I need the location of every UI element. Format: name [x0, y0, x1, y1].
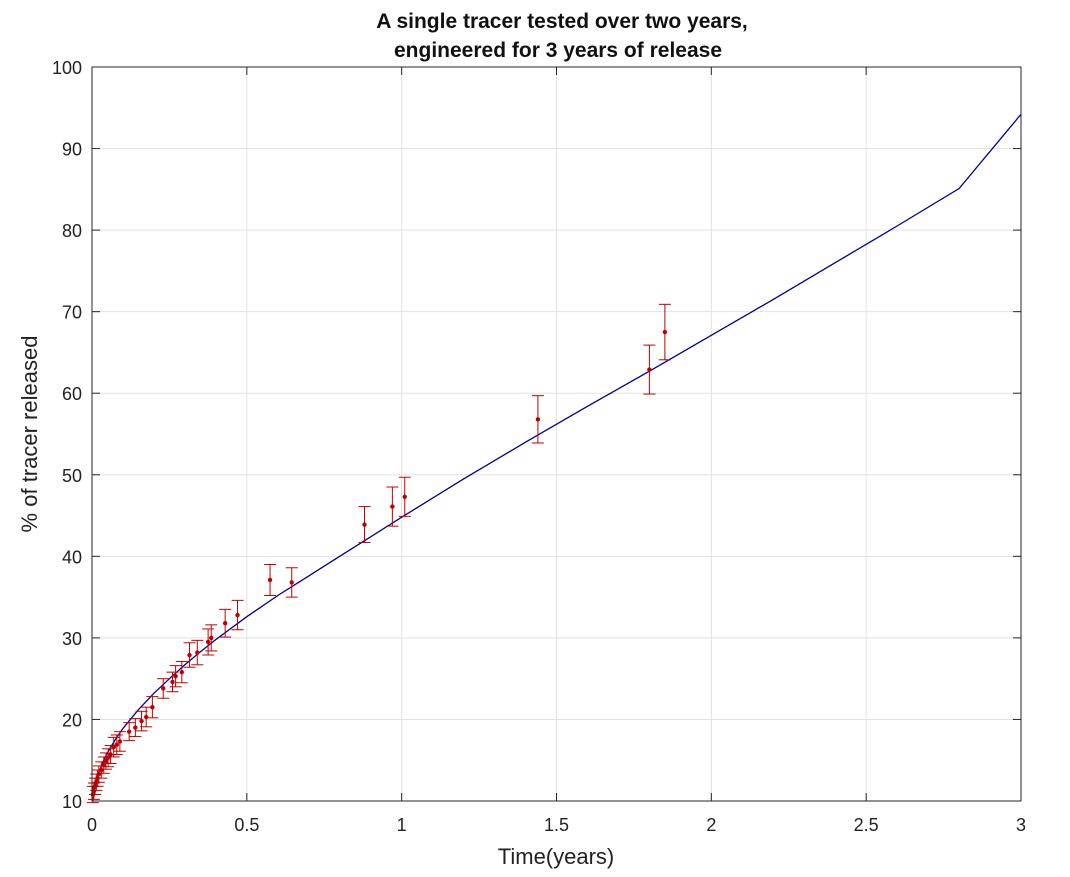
data-point: [114, 742, 119, 747]
data-point: [150, 705, 155, 710]
x-tick-label: 1: [397, 815, 407, 835]
chart-title-line-2: engineered for 3 years of release: [394, 39, 722, 62]
data-point: [117, 739, 123, 744]
x-tick-label: 2: [706, 815, 716, 835]
y-axis-label: % of tracer released: [17, 336, 42, 533]
data-points-layer: [86, 303, 671, 804]
x-tick-label: 2.5: [854, 815, 879, 835]
x-tick-label: 3: [1016, 815, 1026, 835]
data-point: [235, 612, 240, 618]
y-tick-label: 70: [62, 303, 82, 323]
data-point: [187, 652, 192, 658]
data-point: [195, 650, 200, 655]
data-point: [126, 729, 132, 734]
y-tick-label: 90: [62, 140, 82, 160]
data-point: [143, 714, 149, 720]
x-tick-label: 1.5: [544, 815, 569, 835]
y-tick-label: 80: [62, 221, 82, 241]
y-tick-label: 30: [62, 629, 82, 649]
data-point: [133, 725, 138, 730]
y-tick-label: 60: [62, 384, 82, 404]
y-tick-label: 50: [62, 466, 82, 486]
x-axis-label: Time(years): [498, 844, 615, 869]
y-tick-label: 40: [62, 547, 82, 567]
data-point: [170, 679, 175, 685]
x-tick-label: 0.5: [234, 815, 259, 835]
data-point: [209, 635, 214, 641]
x-tick-label: 0: [87, 815, 97, 835]
data-point: [99, 767, 104, 773]
y-tick-label: 10: [62, 792, 82, 812]
data-point: [222, 621, 228, 626]
y-tick-label: 100: [52, 58, 82, 78]
data-point: [362, 522, 367, 527]
fit-line-layer: [91, 113, 1022, 802]
grid: [92, 67, 1021, 801]
data-point: [289, 580, 294, 585]
data-point: [390, 504, 395, 509]
data-point: [161, 686, 166, 691]
data-point: [267, 577, 273, 583]
data-point: [108, 752, 113, 757]
data-point: [205, 639, 211, 645]
data-point: [101, 762, 106, 768]
data-point: [96, 771, 102, 777]
data-point: [139, 718, 144, 724]
data-point: [103, 758, 109, 764]
ticks: 0 0.5 1 1.5 2 2.5 3 10 20 30 40 50 60 70 80 90 100: [52, 58, 1026, 835]
data-point: [647, 367, 652, 372]
data-point: [179, 669, 185, 675]
data-point: [535, 417, 541, 422]
y-tick-label: 20: [62, 710, 82, 730]
data-point: [111, 744, 116, 750]
fit-line: [91, 113, 1022, 802]
data-point: [173, 674, 178, 679]
data-point: [402, 494, 407, 499]
chart-title-line-1: A single tracer tested over two years,: [376, 10, 748, 33]
data-point: [662, 329, 668, 335]
